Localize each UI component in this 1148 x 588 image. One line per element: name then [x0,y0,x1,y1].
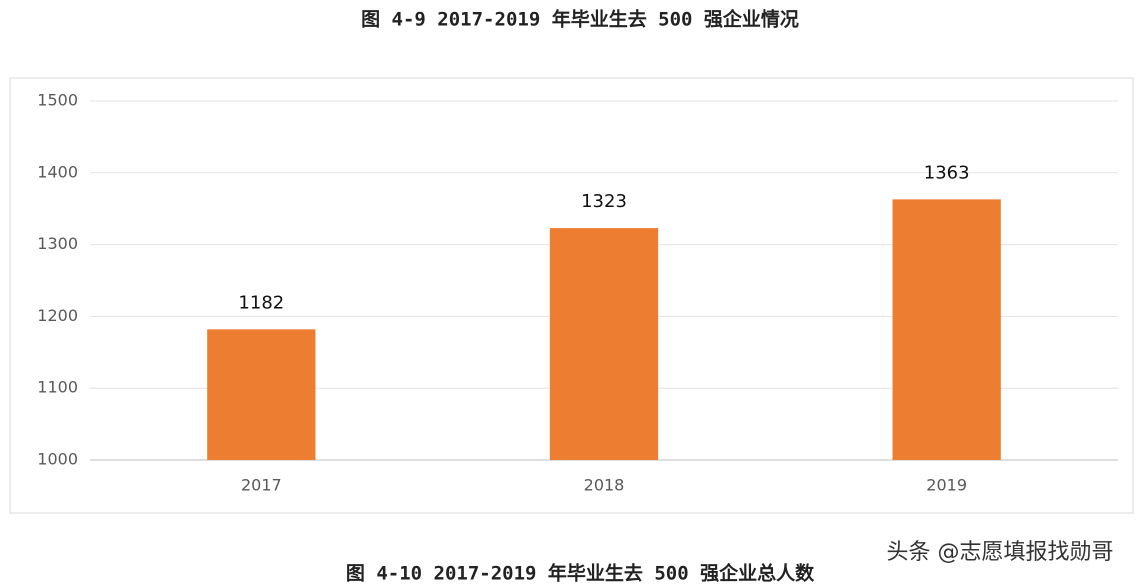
bar [892,199,1001,460]
value-label: 1182 [238,292,284,313]
value-label: 1323 [581,191,627,212]
chart-title: 图 4-9 2017-2019 年毕业生去 500 强企业情况 [361,8,799,31]
x-tick-label: 2017 [241,476,282,495]
caption: 图 4-10 2017-2019 年毕业生去 500 强企业总人数 [346,562,815,585]
y-tick-label: 1400 [37,162,78,181]
value-label: 1363 [924,162,970,183]
y-tick-label: 1200 [37,306,78,325]
y-tick-label: 1500 [37,91,78,110]
y-tick-label: 1300 [37,234,78,253]
x-tick-label: 2019 [926,476,967,495]
x-tick-label: 2018 [584,476,625,495]
watermark: 头条 @志愿填报找勋哥 [887,540,1114,565]
y-tick-label: 1100 [37,378,78,397]
bar [549,228,659,460]
bar [207,329,316,460]
y-tick-label: 1000 [37,450,78,469]
